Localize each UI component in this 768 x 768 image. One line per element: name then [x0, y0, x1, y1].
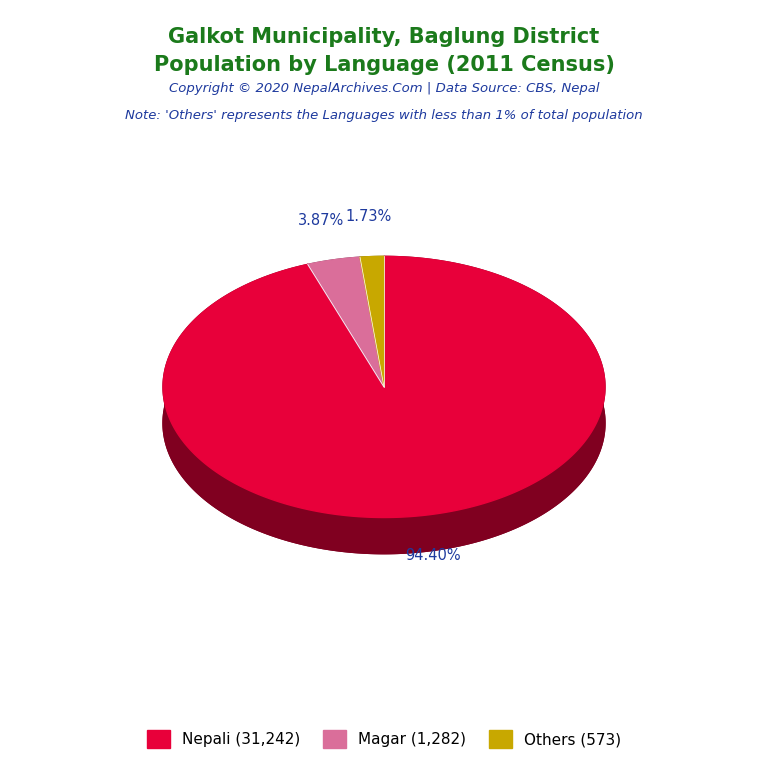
Text: Note: 'Others' represents the Languages with less than 1% of total population: Note: 'Others' represents the Languages … [125, 109, 643, 122]
Polygon shape [163, 257, 605, 554]
Text: 1.73%: 1.73% [346, 209, 392, 224]
Polygon shape [360, 257, 384, 293]
Text: Population by Language (2011 Census): Population by Language (2011 Census) [154, 55, 614, 75]
Text: 3.87%: 3.87% [297, 214, 344, 228]
Polygon shape [308, 257, 384, 387]
Legend: Nepali (31,242), Magar (1,282), Others (573): Nepali (31,242), Magar (1,282), Others (… [141, 723, 627, 754]
Polygon shape [308, 293, 384, 423]
Polygon shape [308, 257, 360, 300]
Polygon shape [360, 293, 384, 423]
Text: Galkot Municipality, Baglung District: Galkot Municipality, Baglung District [168, 27, 600, 47]
Text: Copyright © 2020 NepalArchives.Com | Data Source: CBS, Nepal: Copyright © 2020 NepalArchives.Com | Dat… [169, 82, 599, 95]
Polygon shape [163, 293, 605, 554]
Polygon shape [163, 257, 605, 518]
Text: 94.40%: 94.40% [405, 548, 460, 562]
Polygon shape [360, 257, 384, 387]
